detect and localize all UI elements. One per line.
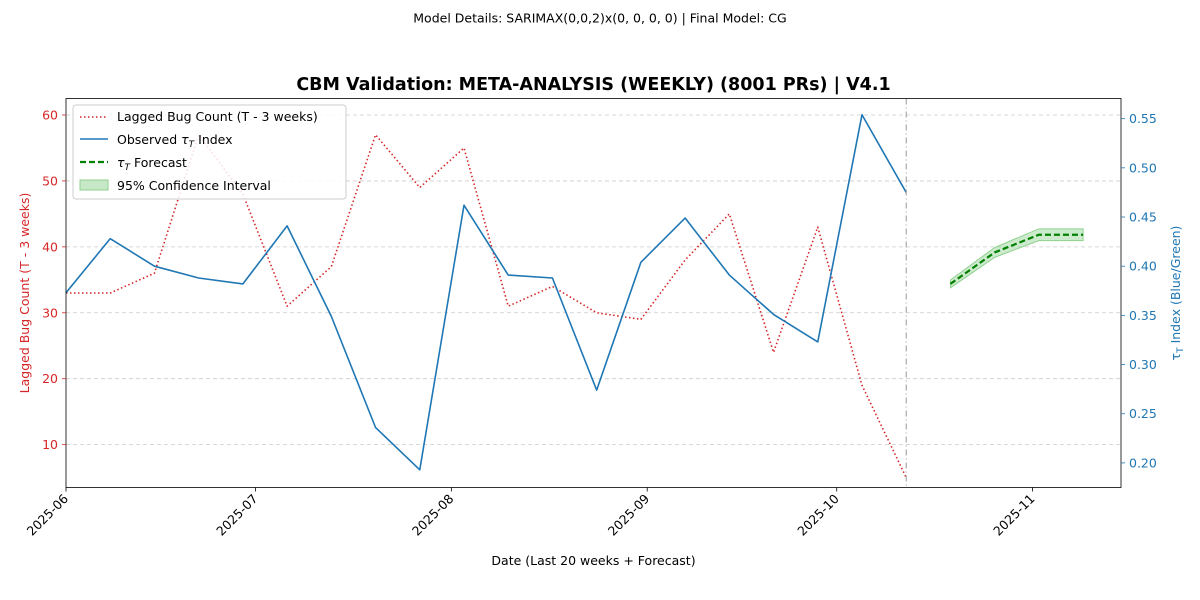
legend-label-ci: 95% Confidence Interval xyxy=(117,178,271,193)
legend-tau-sub: T xyxy=(189,140,196,150)
x-tick-label: 2025-09 xyxy=(605,491,653,539)
legend-forecast-symbol: τ xyxy=(117,155,125,170)
confidence-band-group xyxy=(949,228,1084,289)
legend-forecast-suffix: Forecast xyxy=(130,155,187,170)
right-axis-label: τT Index (Blue/Green) xyxy=(1168,226,1186,361)
left-tick-label: 60 xyxy=(42,107,58,122)
observed-tau-line xyxy=(65,113,907,471)
x-tick-label: 2025-06 xyxy=(24,491,72,539)
legend-label-tau: Observed τT Index xyxy=(117,132,233,150)
bug-count-line xyxy=(66,133,907,478)
right-tick-label: 0.25 xyxy=(1129,406,1157,421)
legend-tau-suffix: Index xyxy=(194,132,232,147)
plot-frame xyxy=(65,98,1122,488)
right-axis-label-symbol: τ xyxy=(1168,353,1183,361)
left-tick-label: 30 xyxy=(42,305,58,320)
right-axis-ticks: 0.20 0.25 0.30 0.35 0.40 0.45 0.50 0.55 xyxy=(1121,111,1157,470)
x-tick-label: 2025-10 xyxy=(794,491,842,539)
legend-label-forecast: τT Forecast xyxy=(117,155,187,173)
right-tick-label: 0.55 xyxy=(1129,111,1157,126)
left-tick-label: 50 xyxy=(42,173,58,188)
legend-tau-symbol: τ xyxy=(181,132,189,147)
legend-label-bug: Lagged Bug Count (T - 3 weeks) xyxy=(117,109,318,124)
suptitle: Model Details: SARIMAX(0,0,2)x(0, 0, 0, … xyxy=(413,11,786,26)
right-tick-label: 0.40 xyxy=(1129,259,1157,274)
right-tick-label: 0.35 xyxy=(1129,308,1157,323)
left-axis-label: Lagged Bug Count (T - 3 weeks) xyxy=(17,193,32,394)
legend-swatch-ci xyxy=(79,179,109,191)
series-group xyxy=(65,113,1084,478)
left-tick-label: 40 xyxy=(42,239,58,254)
right-tick-label: 0.30 xyxy=(1129,357,1157,372)
confidence-band xyxy=(949,228,1084,289)
forecast-line xyxy=(949,233,1084,285)
right-tick-label: 0.50 xyxy=(1129,160,1157,175)
legend-forecast-sub: T xyxy=(125,163,132,173)
chart-title: CBM Validation: META-ANALYSIS (WEEKLY) (… xyxy=(296,75,890,95)
right-tick-label: 0.20 xyxy=(1129,455,1157,470)
right-axis-label-sub: T xyxy=(1176,347,1186,354)
legend: Lagged Bug Count (T - 3 weeks) Observed … xyxy=(72,104,347,200)
right-axis-label-rest: Index (Blue/Green) xyxy=(1168,226,1183,348)
x-axis-label: Date (Last 20 weeks + Forecast) xyxy=(491,553,695,568)
legend-box xyxy=(72,104,347,200)
x-tick-label: 2025-11 xyxy=(990,491,1038,539)
left-tick-label: 20 xyxy=(42,371,58,386)
right-tick-label: 0.45 xyxy=(1129,210,1157,225)
left-tick-label: 10 xyxy=(42,437,58,452)
left-axis-ticks: 10 20 30 40 50 60 xyxy=(42,107,66,452)
legend-tau-prefix: Observed xyxy=(117,132,181,147)
x-tick-label: 2025-07 xyxy=(213,491,261,539)
x-tick-label: 2025-08 xyxy=(409,491,457,539)
x-axis-ticks: 2025-06 2025-07 2025-08 2025-09 2025-10 2025-… xyxy=(24,487,1038,539)
